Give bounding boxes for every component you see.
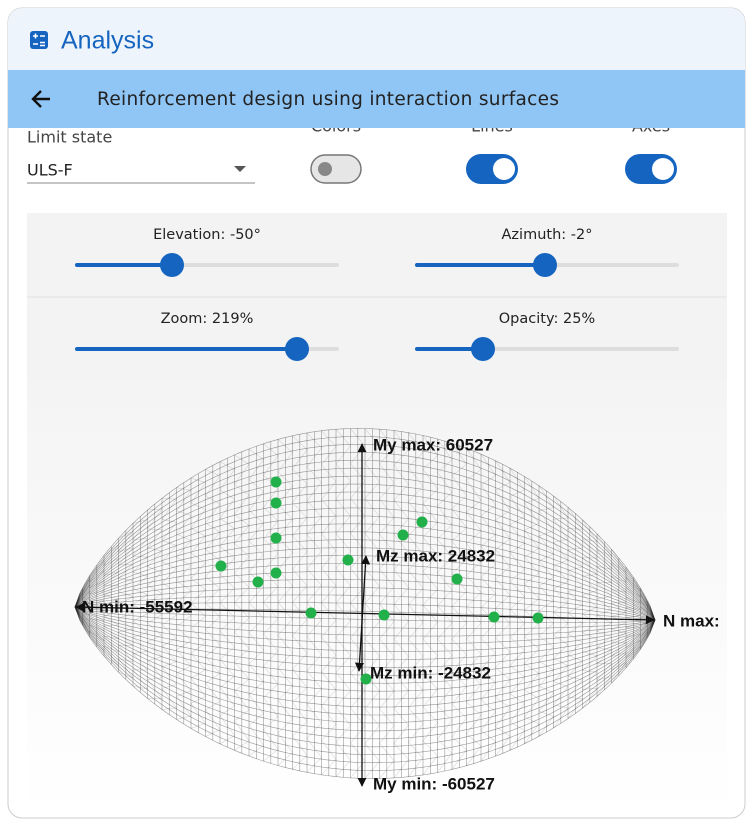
load-points xyxy=(215,476,544,685)
load-point xyxy=(397,529,409,541)
n-min-label: N min: -55592 xyxy=(82,597,193,616)
load-point xyxy=(451,573,463,585)
load-point xyxy=(342,554,354,566)
limit-state-value[interactable]: ULS-F xyxy=(27,161,73,180)
slider-label: Zoom: 219% xyxy=(161,311,254,327)
load-point xyxy=(378,609,390,621)
plot-area xyxy=(27,381,727,815)
load-point xyxy=(532,612,544,624)
slider-label: Azimuth: -2° xyxy=(502,227,593,243)
slider-thumb[interactable] xyxy=(533,253,557,277)
toolbar xyxy=(8,70,745,128)
toolbar-title: Reinforcement design using interaction s… xyxy=(97,89,559,110)
mesh-diag xyxy=(234,454,250,751)
mesh-diag xyxy=(248,448,264,757)
load-point xyxy=(252,576,264,588)
my-min-label: My min: -60527 xyxy=(373,774,495,793)
mz-max-label: Mz max: 24832 xyxy=(376,546,495,565)
load-point xyxy=(270,567,282,579)
load-point xyxy=(305,607,317,619)
dropdown-arrow[interactable] xyxy=(234,166,246,172)
toggle-knob[interactable] xyxy=(318,162,332,176)
mesh-diag xyxy=(277,439,293,766)
mesh-line xyxy=(74,436,656,621)
slider-thumb[interactable] xyxy=(285,337,309,361)
axes xyxy=(75,443,655,787)
mesh-diag xyxy=(292,435,308,770)
slider-label: Opacity: 25% xyxy=(499,311,595,327)
load-point xyxy=(270,476,282,488)
limit-state-label: Limit state xyxy=(27,128,112,147)
mesh-diag xyxy=(263,443,279,762)
header xyxy=(8,8,745,70)
slider-thumb[interactable] xyxy=(471,337,495,361)
load-point xyxy=(488,611,500,623)
header-title: Analysis xyxy=(61,27,154,55)
mesh-line xyxy=(74,428,656,621)
load-point xyxy=(416,516,428,528)
toggle-knob[interactable] xyxy=(493,158,515,180)
n-max-label: N max: xyxy=(663,611,720,630)
load-point xyxy=(270,532,282,544)
toggle-track[interactable] xyxy=(310,154,362,184)
slider-label: Elevation: -50° xyxy=(153,227,261,243)
toggle-knob[interactable] xyxy=(652,158,674,180)
load-point xyxy=(360,673,372,685)
load-point xyxy=(215,560,227,572)
back-button[interactable] xyxy=(31,90,50,108)
load-point xyxy=(270,497,282,509)
slider-thumb[interactable] xyxy=(160,253,184,277)
analysis-icon xyxy=(30,31,48,49)
my-max-label: My max: 60527 xyxy=(373,435,493,454)
mesh-diag xyxy=(306,432,322,773)
mz-min-label: Mz min: -24832 xyxy=(370,663,491,682)
